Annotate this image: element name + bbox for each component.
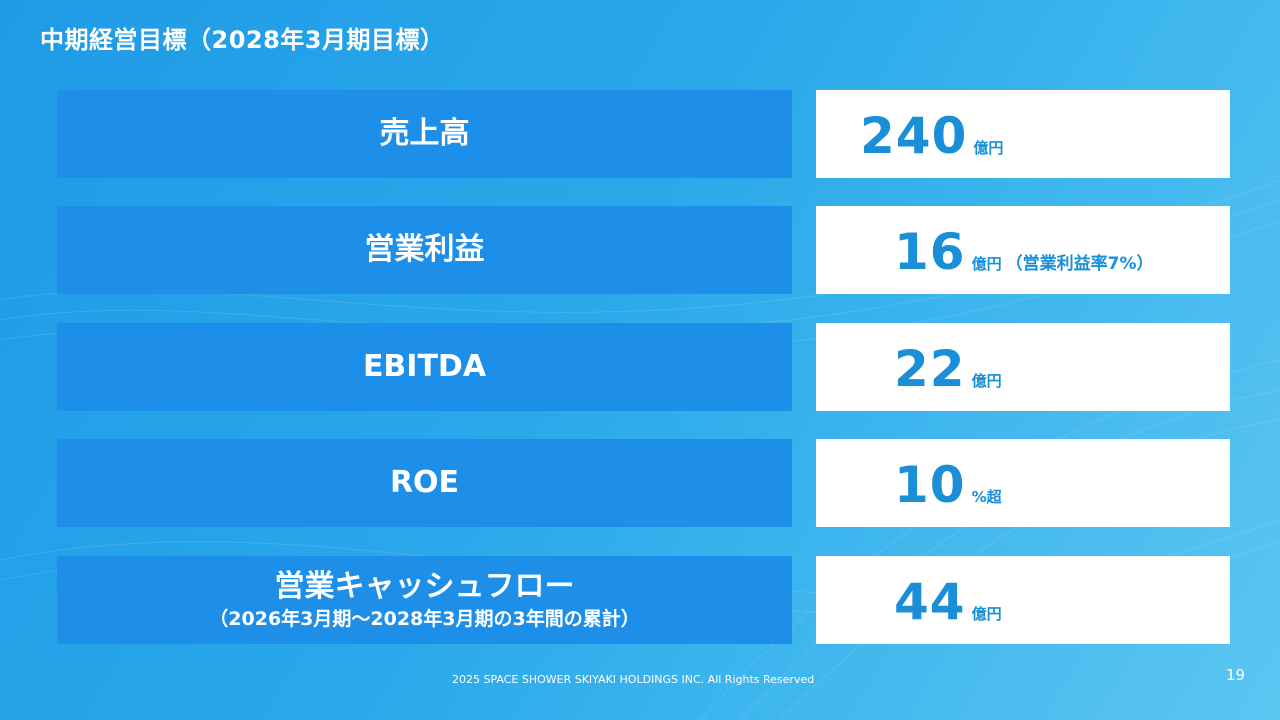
target-label: ROE <box>389 465 460 500</box>
target-row-sales: 売上高 240 億円 <box>0 90 1280 178</box>
target-label: 営業利益 <box>364 232 485 267</box>
target-unit: 億円 <box>971 255 1002 273</box>
target-sublabel: （2026年3月期～2028年3月期の3年間の累計） <box>209 608 640 630</box>
page-title: 中期経営目標（2028年3月期目標） <box>40 26 445 54</box>
target-unit: 億円 <box>971 372 1002 390</box>
target-row-roe: ROE 10 %超 <box>0 439 1280 527</box>
copyright-footer: 2025 SPACE SHOWER SKIYAKI HOLDINGS INC. … <box>452 673 815 686</box>
target-row-ebitda: EBITDA 22 億円 <box>0 323 1280 411</box>
target-label-box: EBITDA <box>57 323 792 411</box>
target-label: 売上高 <box>379 116 470 151</box>
target-value-box: 16 億円 （営業利益率7%） <box>816 206 1230 294</box>
target-value-box: 240 億円 <box>816 90 1230 178</box>
target-value: 240 <box>860 107 968 165</box>
target-row-operating-profit: 営業利益 16 億円 （営業利益率7%） <box>0 206 1280 294</box>
target-value: 22 <box>894 340 966 398</box>
target-value-box: 44 億円 <box>816 556 1230 644</box>
target-row-operating-cash-flow: 営業キャッシュフロー （2026年3月期～2028年3月期の3年間の累計） 44… <box>0 556 1280 644</box>
target-value-box: 22 億円 <box>816 323 1230 411</box>
target-value: 44 <box>894 573 966 631</box>
target-label: EBITDA <box>362 349 487 384</box>
target-label-box: 営業キャッシュフロー （2026年3月期～2028年3月期の3年間の累計） <box>57 556 792 644</box>
target-value: 16 <box>894 223 966 281</box>
target-unit: 億円 <box>971 605 1002 623</box>
target-unit: %超 <box>971 488 1002 506</box>
target-label-box: 営業利益 <box>57 206 792 294</box>
page-number: 19 <box>1226 666 1246 684</box>
target-label: 営業キャッシュフロー <box>274 569 575 604</box>
target-value-box: 10 %超 <box>816 439 1230 527</box>
target-label-box: ROE <box>57 439 792 527</box>
target-label-box: 売上高 <box>57 90 792 178</box>
target-unit: 億円 <box>973 139 1004 157</box>
target-note: （営業利益率7%） <box>1005 254 1154 274</box>
target-value: 10 <box>894 456 966 514</box>
